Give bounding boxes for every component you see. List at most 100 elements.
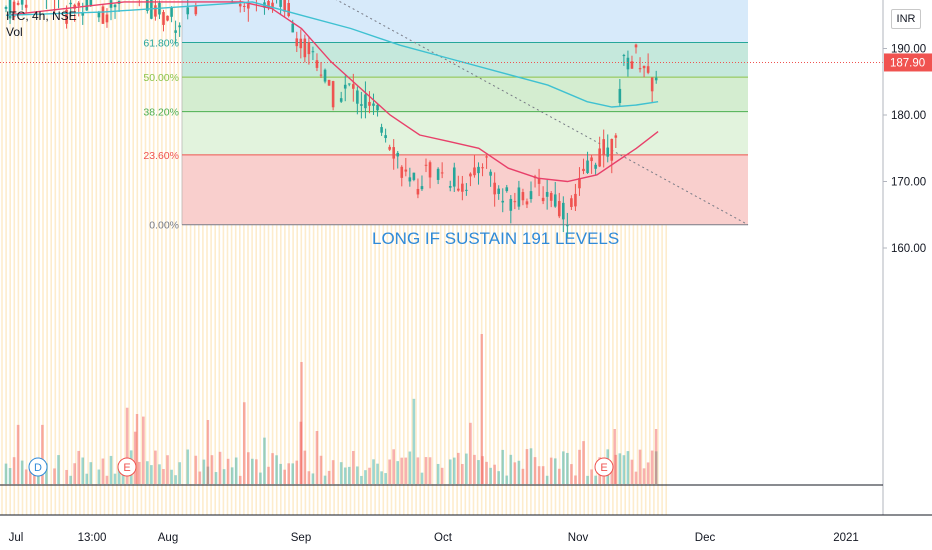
volume-bar (170, 469, 173, 484)
volume-bar (339, 462, 343, 484)
volume-bar (226, 458, 230, 484)
candle-body (283, 0, 286, 12)
candle-body (166, 15, 169, 21)
currency-badge[interactable]: INR (891, 9, 921, 29)
chart-legend: ITC, 4h, NSE Vol (6, 8, 77, 40)
volume-bar (489, 467, 492, 484)
volume-bar (178, 462, 181, 484)
volume-bar (105, 475, 109, 484)
last-price-tag[interactable]: 187.90 (884, 53, 932, 72)
candle-body (174, 30, 177, 33)
volume-label[interactable]: Vol (6, 25, 23, 39)
volume-bar (533, 457, 537, 484)
event-marker[interactable]: D (28, 457, 48, 477)
ma-fast-line[interactable] (5, 1, 659, 183)
candle-body (8, 0, 12, 19)
candle-body (481, 167, 484, 169)
x-tick-label: 2021 (833, 532, 859, 544)
candle-body (242, 5, 246, 7)
volume-bar (416, 457, 420, 484)
volume-bar (513, 462, 517, 484)
event-marker[interactable]: E (594, 457, 614, 477)
candle-body (489, 171, 492, 176)
volume-bar (553, 458, 557, 484)
volume-bar (473, 454, 476, 484)
candle-body (513, 201, 517, 203)
x-tick-label: Oct (434, 532, 453, 544)
candle-body (247, 4, 250, 9)
volume-bar (404, 457, 408, 484)
candle-body (360, 104, 363, 106)
candle-body (485, 156, 488, 158)
candle-body (186, 7, 190, 15)
volume-bar (352, 450, 355, 484)
volume-bar (242, 402, 246, 484)
volume-bar (263, 437, 266, 484)
volume-bar (642, 468, 646, 484)
volume-bar (622, 455, 626, 484)
volume-bar (45, 463, 48, 484)
volume-bar (174, 475, 177, 484)
annotation-text[interactable]: LONG IF SUSTAIN 191 LEVELS (372, 229, 619, 248)
volume-bar (481, 456, 484, 484)
candle-body (77, 2, 80, 6)
candle-body (376, 104, 379, 111)
volume-bar (311, 473, 315, 484)
volume-bar (586, 475, 589, 484)
candle-body (594, 164, 597, 169)
candle-body (291, 23, 295, 33)
volume-bar (133, 431, 137, 484)
x-tick-label: Nov (568, 532, 589, 544)
candle-body (303, 38, 307, 58)
candle-body (537, 178, 541, 184)
candle-body (553, 194, 557, 207)
volume-bar (618, 453, 622, 484)
volume-bar (16, 424, 20, 484)
volume-bar (424, 457, 428, 484)
candle-body (73, 4, 76, 9)
volume-bar (238, 475, 242, 484)
candle-body (469, 173, 472, 177)
candle-body (113, 4, 117, 8)
volume-bar (251, 458, 254, 484)
fib-level-label: 50.00% (143, 72, 179, 84)
volume-bar (529, 448, 533, 484)
volume-bar (259, 472, 262, 484)
fib-zone (182, 0, 748, 43)
volume-bar (480, 334, 483, 484)
candle-body (20, 0, 24, 5)
volume-bar (614, 454, 618, 484)
volume-bar (626, 451, 630, 484)
volume-bar (594, 475, 597, 484)
volume-bar (630, 459, 634, 484)
symbol-title[interactable]: ITC, 4h, NSE (6, 9, 77, 23)
fibonacci-retracement[interactable]: 100.00%78.60%61.80%50.00%38.20%23.60%0.0… (138, 0, 748, 248)
price-tag-label: 187.90 (890, 57, 925, 69)
candle-body (287, 3, 290, 17)
volume-bar (477, 460, 480, 484)
volume-bar (436, 463, 440, 484)
event-marker[interactable]: E (117, 457, 137, 477)
ma-slow-line[interactable] (5, 1, 659, 108)
x-tick-label: Sep (291, 532, 311, 544)
volume-bar (654, 451, 658, 484)
y-tick-label: 190.00 (891, 44, 926, 56)
volume-bar (331, 460, 335, 484)
candle-body (279, 0, 282, 7)
candle-body (194, 5, 198, 15)
volume-bar (570, 464, 573, 484)
candle-body (650, 77, 654, 92)
fib-zone (182, 42, 748, 78)
volume-bar (557, 468, 561, 484)
volume-bar (32, 469, 36, 484)
volume-bar (4, 463, 8, 484)
fib-level-label: 61.80% (143, 38, 179, 50)
volume-bar (388, 459, 391, 484)
volume-bar (307, 471, 311, 484)
marker-label: E (600, 462, 607, 474)
volume-bar (267, 466, 270, 484)
candle-body (570, 198, 573, 207)
volume-bar (166, 455, 169, 484)
volume-bar (210, 455, 214, 484)
